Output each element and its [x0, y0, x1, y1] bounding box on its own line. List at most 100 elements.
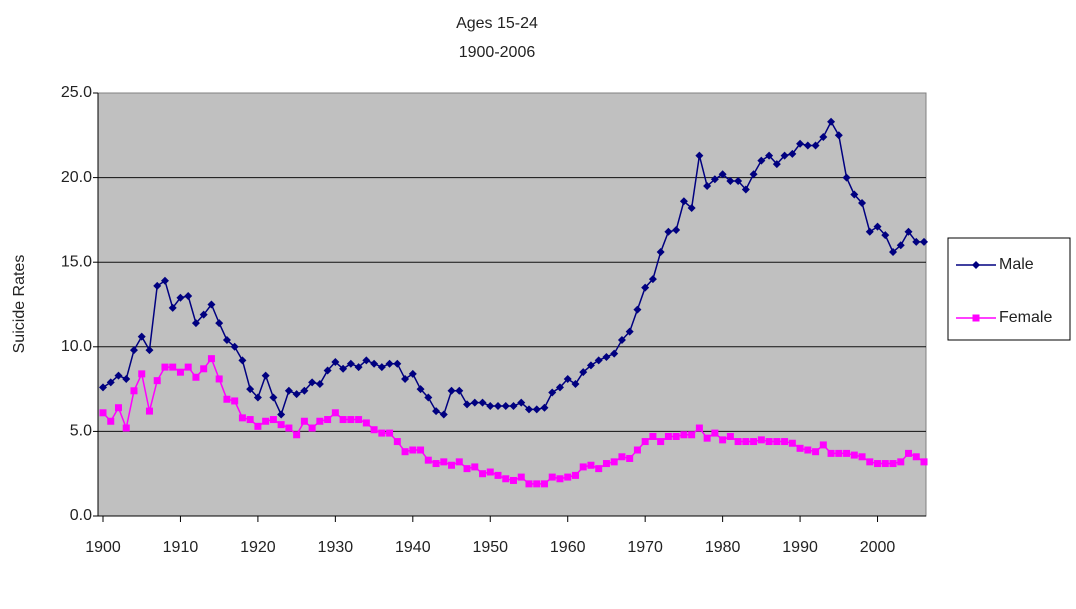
point	[525, 480, 533, 488]
x-tick-label: 1910	[163, 539, 199, 556]
y-tick-label: 20.0	[61, 169, 92, 186]
point	[633, 305, 642, 314]
point	[416, 385, 425, 394]
x-tick-label: 1940	[395, 539, 431, 556]
point	[858, 198, 867, 207]
point	[122, 374, 131, 383]
point	[781, 438, 789, 446]
point	[571, 471, 579, 479]
point	[222, 336, 231, 345]
point	[711, 429, 719, 437]
point	[571, 380, 580, 389]
legend: Male Female	[947, 237, 1071, 341]
point	[463, 465, 471, 473]
point	[432, 460, 440, 468]
point	[510, 476, 517, 484]
point	[207, 300, 216, 309]
point	[362, 419, 370, 427]
point	[555, 383, 564, 392]
point	[393, 359, 402, 368]
x-tick-label: 1900	[85, 539, 121, 556]
point	[765, 438, 773, 446]
point	[471, 463, 479, 471]
point	[695, 151, 704, 160]
point	[346, 359, 355, 368]
point	[595, 465, 603, 473]
point	[463, 400, 472, 409]
point	[835, 449, 843, 457]
y-axis-label: Suicide Rates	[11, 255, 28, 354]
point	[448, 461, 456, 469]
point	[331, 358, 340, 367]
point	[889, 460, 897, 468]
point	[160, 276, 169, 285]
point	[972, 261, 980, 269]
legend-label: Female	[999, 309, 1052, 326]
y-tick-label: 5.0	[70, 423, 92, 440]
point	[610, 349, 619, 358]
point	[308, 424, 316, 432]
chart-subtitle: 1900-2006	[459, 44, 536, 61]
point	[664, 432, 672, 440]
point	[726, 432, 734, 440]
x-tick-label: 1980	[705, 539, 741, 556]
point	[920, 237, 928, 246]
point	[594, 356, 603, 365]
point	[184, 363, 192, 371]
point	[625, 327, 634, 336]
point	[99, 383, 107, 392]
point	[331, 409, 339, 417]
point	[199, 310, 208, 319]
point	[114, 404, 122, 412]
point	[657, 438, 665, 446]
point	[200, 365, 208, 373]
point	[587, 461, 595, 469]
point	[486, 402, 495, 411]
point	[742, 438, 750, 446]
point	[409, 446, 417, 454]
point	[370, 359, 379, 368]
point	[912, 237, 921, 246]
point	[439, 410, 448, 419]
point	[230, 342, 239, 351]
point	[819, 132, 828, 141]
legend-label: Male	[999, 256, 1034, 273]
point	[370, 426, 378, 434]
point	[626, 454, 634, 462]
point	[749, 170, 758, 179]
point	[710, 175, 719, 184]
point	[633, 446, 641, 454]
point	[253, 393, 262, 402]
point	[672, 432, 680, 440]
point	[804, 446, 812, 454]
point	[238, 414, 246, 422]
point	[486, 468, 494, 476]
point	[277, 421, 285, 429]
point	[540, 403, 549, 412]
point	[896, 241, 905, 250]
point	[323, 366, 332, 375]
point	[479, 470, 487, 478]
point	[834, 131, 843, 140]
point	[501, 402, 510, 411]
point	[602, 352, 611, 361]
point	[106, 378, 115, 387]
x-tick-label: 1970	[627, 539, 663, 556]
point	[648, 275, 657, 284]
point	[695, 424, 703, 432]
point	[687, 204, 696, 213]
point	[641, 438, 649, 446]
point	[238, 356, 247, 365]
point	[385, 359, 394, 368]
point	[843, 449, 851, 457]
point	[517, 398, 526, 407]
point	[920, 458, 928, 466]
point	[231, 397, 239, 405]
point	[641, 283, 650, 292]
point	[850, 190, 859, 199]
point	[455, 458, 463, 466]
point	[564, 473, 572, 481]
point	[447, 386, 456, 395]
point	[300, 386, 309, 395]
point	[145, 346, 154, 355]
